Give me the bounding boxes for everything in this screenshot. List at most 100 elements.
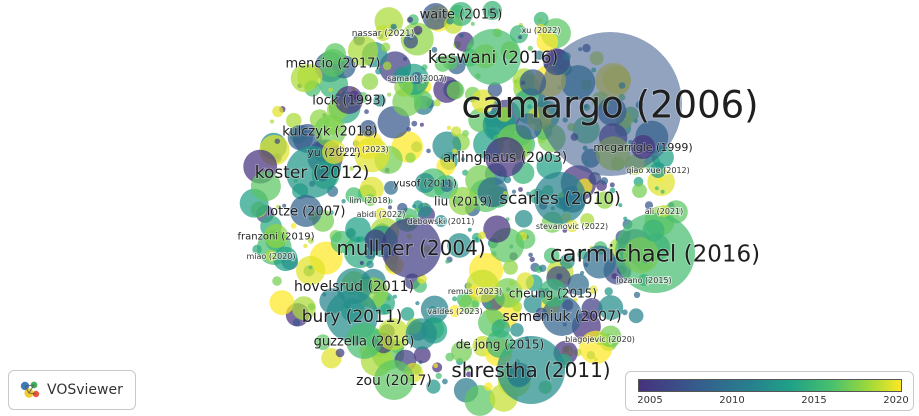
- node-label[interactable]: de jong (2015): [455, 337, 545, 353]
- node-label[interactable]: nassar (2021): [351, 28, 416, 40]
- node-label[interactable]: lock (1993): [311, 93, 386, 110]
- node-label[interactable]: hovelsrud (2011): [293, 278, 415, 296]
- node-bubble[interactable]: [604, 287, 613, 296]
- node-bubble[interactable]: [373, 94, 386, 107]
- node-label[interactable]: ali (2021): [644, 206, 685, 217]
- node-label[interactable]: yu (2022): [306, 145, 361, 160]
- node-bubble[interactable]: [497, 107, 512, 122]
- node-bubble[interactable]: [581, 298, 603, 319]
- node-bubble[interactable]: [308, 265, 313, 270]
- node-bubble[interactable]: [290, 64, 319, 93]
- node-bubble[interactable]: [526, 191, 531, 196]
- node-bubble[interactable]: [414, 207, 420, 213]
- node-bubble[interactable]: [460, 157, 465, 162]
- node-label[interactable]: kulczyk (2018): [281, 124, 378, 141]
- node-label[interactable]: remus (2023): [447, 286, 503, 297]
- node-bubble[interactable]: [466, 371, 472, 378]
- node-label[interactable]: blagojevic (2020): [564, 334, 636, 345]
- node-bubble[interactable]: [509, 25, 528, 44]
- node-bubble[interactable]: [390, 23, 397, 31]
- node-bubble-labeled[interactable]: [314, 115, 346, 147]
- node-label[interactable]: liu (2019): [433, 194, 493, 210]
- node-bubble[interactable]: [633, 291, 641, 299]
- node-bubble[interactable]: [559, 253, 575, 269]
- node-bubble[interactable]: [508, 112, 513, 117]
- node-bubble[interactable]: [364, 109, 369, 115]
- node-bubble[interactable]: [567, 289, 572, 294]
- node-bubble[interactable]: [510, 323, 524, 337]
- node-bubble[interactable]: [420, 295, 449, 324]
- node-bubble[interactable]: [562, 228, 568, 233]
- node-bubble-labeled[interactable]: [375, 208, 387, 220]
- node-bubble-labeled[interactable]: [497, 336, 565, 404]
- node-bubble[interactable]: [433, 363, 439, 369]
- node-bubble[interactable]: [422, 3, 450, 30]
- node-bubble[interactable]: [539, 264, 547, 272]
- node-bubble[interactable]: [274, 138, 280, 144]
- node-label[interactable]: zou (2017): [355, 372, 432, 390]
- node-bubble-labeled[interactable]: [449, 2, 473, 26]
- node-bubble[interactable]: [446, 81, 465, 100]
- node-bubble[interactable]: [413, 90, 433, 110]
- node-bubble[interactable]: [484, 382, 493, 391]
- node-bubble[interactable]: [529, 256, 535, 263]
- node-bubble[interactable]: [345, 216, 371, 243]
- node-bubble[interactable]: [250, 171, 281, 202]
- node-bubble[interactable]: [377, 318, 410, 351]
- node-bubble[interactable]: [341, 199, 346, 204]
- node-bubble[interactable]: [511, 189, 517, 194]
- node-bubble-labeled[interactable]: [415, 173, 435, 193]
- node-bubble-labeled[interactable]: [534, 172, 586, 224]
- node-bubble-labeled[interactable]: [465, 29, 521, 85]
- node-bubble[interactable]: [287, 125, 314, 151]
- node-label[interactable]: bonn (2023): [338, 144, 389, 155]
- node-bubble[interactable]: [493, 278, 523, 308]
- node-label[interactable]: arlinghaus (2003): [442, 149, 568, 167]
- node-bubble[interactable]: [405, 318, 437, 350]
- node-bubble[interactable]: [407, 16, 413, 23]
- node-bubble[interactable]: [282, 203, 287, 208]
- node-label[interactable]: qiao xue (2012): [625, 165, 691, 176]
- node-bubble[interactable]: [467, 227, 472, 232]
- node-bubble[interactable]: [471, 299, 480, 308]
- node-label[interactable]: samant (2007): [386, 73, 447, 84]
- node-bubble[interactable]: [382, 61, 392, 71]
- node-label[interactable]: abidi (2022): [356, 209, 407, 220]
- node-bubble[interactable]: [387, 92, 392, 97]
- node-bubble[interactable]: [523, 294, 542, 314]
- node-bubble[interactable]: [609, 187, 616, 194]
- node-bubble[interactable]: [413, 25, 423, 35]
- node-bubble[interactable]: [452, 296, 458, 302]
- node-label[interactable]: lozano (2015): [615, 275, 672, 286]
- node-bubble[interactable]: [273, 246, 298, 272]
- node-bubble[interactable]: [291, 296, 316, 321]
- node-bubble[interactable]: [359, 261, 364, 265]
- node-label[interactable]: valdes (2023): [426, 306, 483, 317]
- node-bubble[interactable]: [518, 187, 523, 192]
- node-bubble-labeled[interactable]: [319, 49, 347, 77]
- node-bubble[interactable]: [381, 42, 391, 52]
- node-bubble[interactable]: [464, 385, 496, 416]
- node-bubble[interactable]: [512, 301, 523, 312]
- node-bubble[interactable]: [459, 33, 464, 38]
- node-bubble-labeled[interactable]: [264, 224, 288, 248]
- node-bubble[interactable]: [347, 35, 379, 66]
- node-bubble[interactable]: [596, 191, 614, 209]
- node-label[interactable]: franzoni (2019): [237, 231, 316, 244]
- node-bubble[interactable]: [516, 272, 534, 290]
- node-bubble[interactable]: [632, 183, 647, 199]
- node-bubble[interactable]: [527, 45, 533, 51]
- node-bubble[interactable]: [315, 334, 331, 351]
- node-bubble[interactable]: [270, 119, 274, 124]
- node-bubble[interactable]: [482, 0, 502, 21]
- node-bubble[interactable]: [412, 204, 417, 209]
- node-bubble[interactable]: [426, 148, 431, 154]
- node-bubble[interactable]: [375, 67, 382, 75]
- node-bubble[interactable]: [417, 202, 432, 218]
- node-bubble[interactable]: [440, 179, 454, 193]
- node-label[interactable]: koster (2012): [254, 162, 370, 184]
- node-bubble[interactable]: [533, 11, 549, 27]
- node-bubble-labeled[interactable]: [535, 24, 547, 36]
- node-label[interactable]: mcgarrigle (1999): [593, 140, 694, 155]
